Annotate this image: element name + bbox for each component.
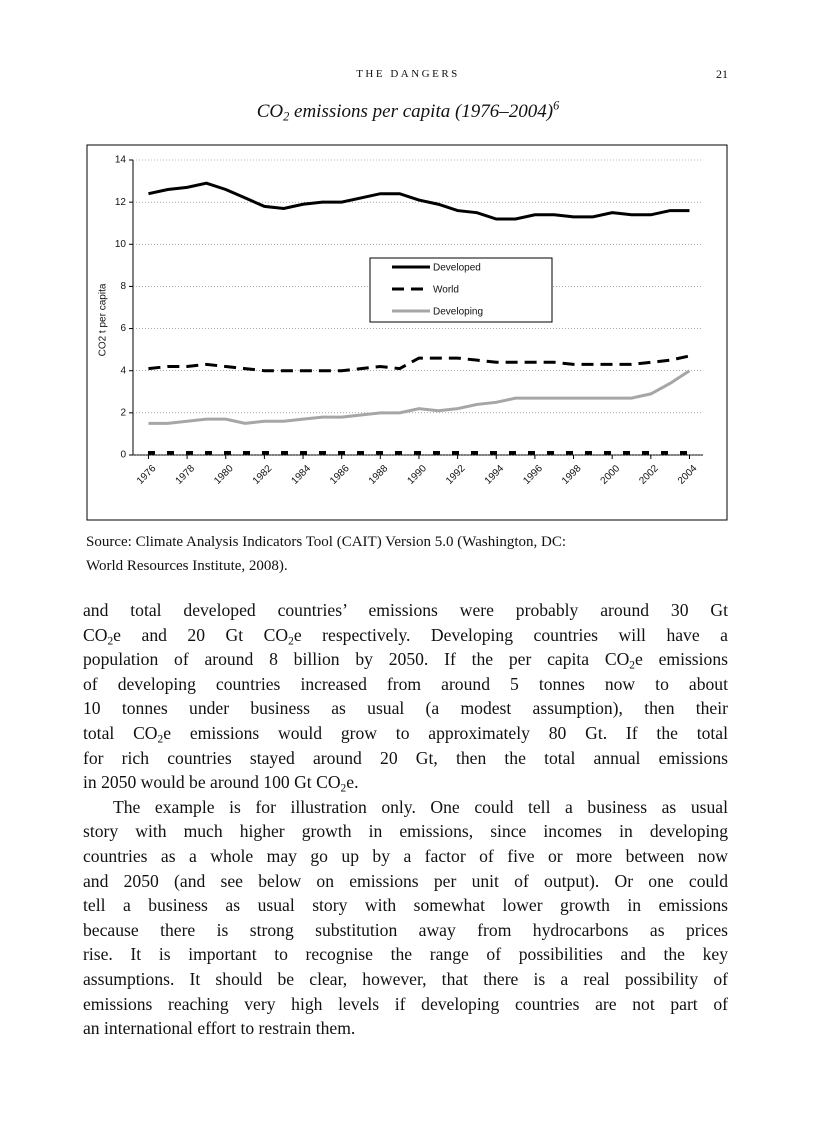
text-line: tell a business as usual story with some… (83, 893, 728, 918)
x-tick-label: 2002 (637, 463, 661, 487)
series-line (148, 181, 690, 221)
x-tick-label: 1986 (328, 463, 352, 487)
x-tick-label: 2000 (599, 463, 623, 487)
text-run: e emissions (635, 649, 728, 670)
y-tick-label: 0 (120, 450, 126, 461)
superscript: 6 (553, 98, 560, 113)
text-line: assumptions. It should be clear, however… (83, 967, 728, 992)
x-tick-label: 1984 (290, 463, 314, 487)
x-tick-label: 1992 (444, 463, 468, 487)
text-run: e respectively. Developing countries wil… (293, 624, 728, 645)
text-line: of developing countries increased from a… (83, 672, 728, 697)
series-line (148, 354, 690, 373)
chart-frame (86, 144, 728, 521)
text-line: 10 tonnes under business as usual (a mod… (83, 696, 728, 721)
text-run: story with much higher growth in emissio… (83, 821, 728, 842)
x-tick-label: 1978 (174, 463, 198, 487)
subscript: 2 (283, 109, 290, 124)
text-run: population of around 8 billion by 2050. … (83, 649, 630, 670)
text-run: The example is for illustration only. On… (113, 796, 728, 817)
text-run: CO (256, 101, 284, 122)
x-tick-label: 1976 (135, 463, 159, 487)
text-run: countries as a whole may go up by a fact… (83, 845, 728, 866)
text-run: of developing countries increased from a… (83, 673, 728, 694)
text-run: total CO (83, 722, 158, 743)
text-line: countries as a whole may go up by a fact… (83, 844, 728, 869)
text-run: and 2050 (and see below on emissions per… (83, 870, 728, 891)
text-line: an international effort to restrain them… (83, 1016, 728, 1041)
x-tick-label: 1990 (405, 463, 429, 487)
x-tick-label: 1988 (367, 463, 391, 487)
y-tick-label: 8 (120, 281, 126, 292)
running-title: THE DANGERS (356, 68, 460, 80)
text-run: rise. It is important to recognise the r… (83, 944, 728, 965)
source-line: World Resources Institute, 2008). (86, 558, 288, 574)
chart-title: CO2 emissions per capita (1976–2004)6 (0, 98, 816, 124)
text-run: because there is strong substitution awa… (83, 919, 728, 940)
subscript: 2 (629, 659, 635, 672)
y-tick-label: 12 (115, 197, 127, 208)
subscript: 2 (340, 782, 347, 795)
text-line: CO2e and 20 Gt CO2e respectively. Develo… (83, 623, 728, 648)
text-run: tell a business as usual story with some… (83, 895, 728, 916)
series-line (148, 369, 691, 425)
legend-label: Developing (433, 307, 483, 318)
text-line: in 2050 would be around 100 Gt CO2e. (83, 770, 728, 795)
text-line: story with much higher growth in emissio… (83, 819, 728, 844)
y-tick-label: 10 (115, 239, 127, 250)
text-run: an international effort to restrain them… (83, 1018, 356, 1039)
source-line: Source: Climate Analysis Indicators Tool… (86, 534, 567, 550)
text-line: because there is strong substitution awa… (83, 918, 728, 943)
text-run: e emissions would grow to approximately … (163, 722, 728, 743)
y-axis-label: CO2 t per capita (98, 283, 109, 356)
subscript: 2 (288, 635, 294, 648)
text-run: and total developed countries’ emissions… (83, 600, 728, 620)
text-run: emissions reaching very high levels if d… (83, 993, 728, 1014)
text-run: emissions per capita (1976–2004) (289, 101, 554, 122)
y-tick-label: 4 (120, 365, 126, 376)
text-line: The example is for illustration only. On… (83, 795, 728, 820)
text-line: for rich countries stayed around 20 Gt, … (83, 746, 728, 771)
text-line: and total developed countries’ emissions… (83, 598, 728, 623)
page-number: 21 (716, 67, 728, 81)
body-text: and total developed countries’ emissions… (83, 598, 728, 1041)
x-tick-label: 1996 (521, 463, 545, 487)
x-tick-label: 2004 (676, 463, 700, 487)
x-tick-label: 1982 (251, 463, 275, 487)
text-run: CO (83, 624, 108, 645)
text-line: and 2050 (and see below on emissions per… (83, 869, 728, 894)
text-run: assumptions. It should be clear, however… (83, 968, 728, 989)
text-run: for rich countries stayed around 20 Gt, … (83, 747, 728, 768)
text-run: in 2050 would be around 100 Gt CO (83, 772, 341, 793)
y-tick-label: 14 (115, 155, 127, 166)
chart: CO2 t per capita 0 2 4 6 8 10 12 14 1976 1978 1980… (86, 144, 728, 521)
x-tick-label: 1998 (560, 463, 584, 487)
subscript: 2 (157, 733, 164, 746)
source-note: Source: Climate Analysis Indicators Tool… (86, 530, 729, 578)
text-line: emissions reaching very high levels if d… (83, 992, 728, 1017)
text-line: population of around 8 billion by 2050. … (83, 647, 728, 672)
text-run: 10 tonnes under business as usual (a mod… (83, 698, 728, 719)
legend-label: Developed (433, 263, 481, 274)
text-line: total CO2e emissions would grow to appro… (83, 721, 728, 746)
legend-label: World (433, 285, 459, 296)
y-tick-label: 6 (120, 323, 126, 334)
y-tick-label: 2 (120, 407, 126, 418)
text-line: rise. It is important to recognise the r… (83, 942, 728, 967)
text-run: e and 20 Gt CO (113, 624, 289, 645)
x-tick-label: 1980 (212, 463, 236, 487)
subscript: 2 (107, 635, 114, 648)
text-run: e. (346, 772, 359, 793)
x-tick-label: 1994 (483, 463, 507, 487)
